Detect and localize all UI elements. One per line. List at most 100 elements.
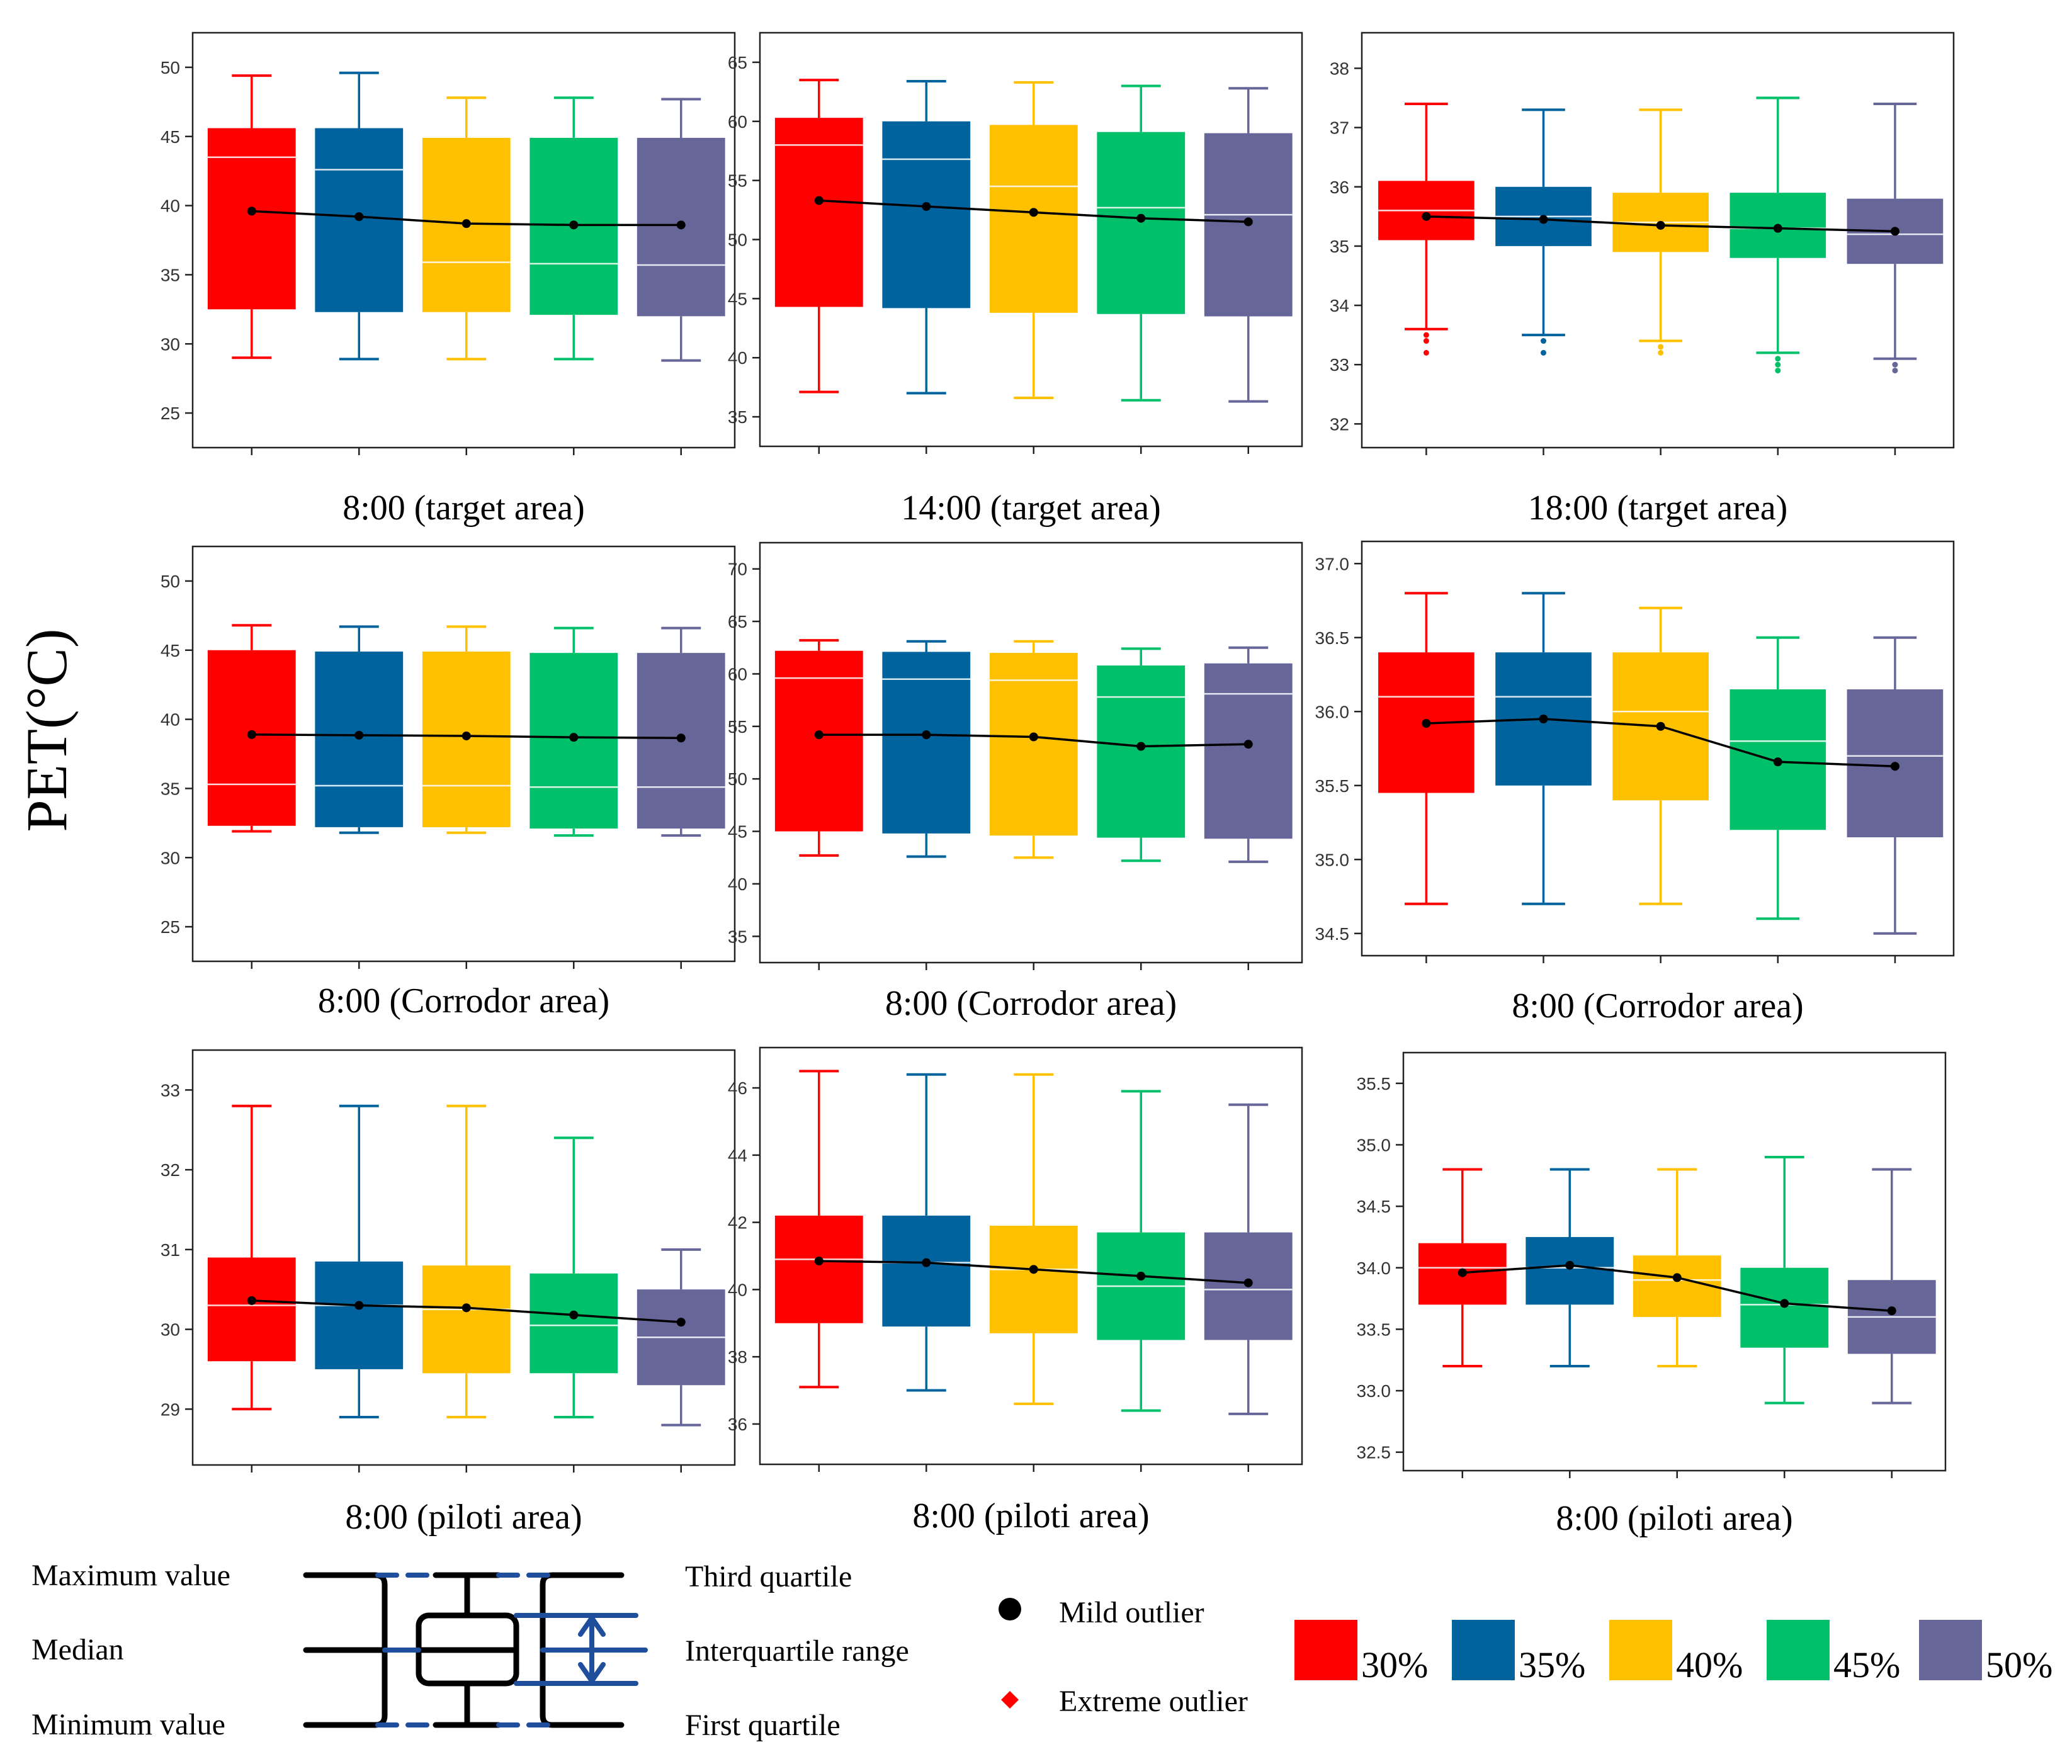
y-tick-label: 55 xyxy=(728,717,747,737)
outlier-point xyxy=(1775,361,1781,368)
y-tick-label: 35 xyxy=(728,407,747,427)
box-35pct xyxy=(315,1104,404,1418)
panel-caption: 8:00 (Corrodor area) xyxy=(318,981,609,1021)
mean-point xyxy=(1773,757,1782,767)
mean-point xyxy=(1029,1265,1038,1274)
mean-point xyxy=(1539,215,1548,224)
mean-point xyxy=(1243,217,1253,227)
y-tick-label: 34.5 xyxy=(1315,924,1350,944)
legend-label: 35% xyxy=(1519,1644,1585,1685)
y-tick-label: 40 xyxy=(728,348,747,368)
key-extreme-outlier-marker xyxy=(1001,1691,1019,1709)
y-tick-label: 33 xyxy=(1330,355,1349,375)
iqr-box xyxy=(882,652,971,834)
box-35pct xyxy=(882,640,971,858)
iqr-box xyxy=(882,1215,971,1327)
outlier-point xyxy=(1775,368,1781,374)
panel-5: 35 40 45 50 55 60 65 70 8:00 (Corrodor area) xyxy=(728,541,1303,1023)
mean-point xyxy=(569,733,579,742)
box-30pct xyxy=(1378,102,1475,356)
y-tick-label: 35 xyxy=(161,265,180,285)
y-tick-label: 36.5 xyxy=(1315,628,1350,648)
mean-point xyxy=(1243,740,1253,749)
y-tick-label: 35.5 xyxy=(1315,776,1350,796)
y-tick-label: 34.5 xyxy=(1357,1197,1391,1216)
mean-point xyxy=(676,220,686,230)
box-50pct xyxy=(637,626,725,837)
key-iqr-label: Interquartile range xyxy=(685,1634,909,1668)
box-50pct xyxy=(637,1248,725,1427)
legend-label: 30% xyxy=(1361,1644,1428,1685)
box-35pct xyxy=(882,79,971,395)
box-30pct xyxy=(774,79,863,393)
box-50pct xyxy=(1204,646,1293,863)
iqr-box xyxy=(989,1225,1078,1333)
outlier-point xyxy=(1892,361,1898,368)
key-third-quartile-label: Third quartile xyxy=(685,1560,852,1593)
box-30pct xyxy=(774,1070,863,1389)
mean-point xyxy=(247,730,256,739)
key-minimum-label: Minimum value xyxy=(31,1708,225,1741)
y-tick-label: 25 xyxy=(161,917,180,937)
mean-point xyxy=(1029,732,1038,742)
iqr-box xyxy=(529,1273,618,1374)
iqr-box xyxy=(1204,663,1293,839)
box-45pct xyxy=(1097,84,1186,402)
panel-caption: 8:00 (Corrodor area) xyxy=(885,984,1177,1023)
mean-point xyxy=(1422,719,1431,728)
mean-point xyxy=(461,731,471,740)
mean-point xyxy=(1243,1278,1253,1287)
mean-point xyxy=(1773,223,1782,233)
mean-point xyxy=(1887,1306,1896,1316)
mean-point xyxy=(1458,1268,1467,1277)
mean-point xyxy=(1136,1272,1146,1281)
y-tick-label: 33.0 xyxy=(1357,1381,1391,1401)
y-tick-label: 44 xyxy=(728,1146,747,1165)
panel-caption: 8:00 (piloti area) xyxy=(912,1496,1149,1535)
y-tick-label: 70 xyxy=(728,560,747,579)
y-tick-label: 35.5 xyxy=(1357,1074,1391,1094)
legend-label: 45% xyxy=(1833,1644,1900,1685)
y-tick-label: 32 xyxy=(1330,414,1349,434)
legend-item-45pct: 45% xyxy=(1767,1620,1900,1685)
box-30pct xyxy=(207,1104,296,1411)
box-50pct xyxy=(1847,1168,1936,1405)
iqr-box xyxy=(315,1261,404,1369)
mean-point xyxy=(1656,721,1665,731)
panel-6: 34.5 35.0 35.5 36.0 36.5 37.0 8:00 (Corrodor a… xyxy=(1315,540,1955,1026)
y-tick-label: 45 xyxy=(161,641,180,660)
panel-caption: 8:00 (Corrodor area) xyxy=(1512,987,1803,1026)
box-40pct xyxy=(989,81,1078,400)
mean-point xyxy=(1565,1260,1575,1270)
panel-3: 32 33 34 35 36 37 38 18:00 (target area) xyxy=(1330,31,1955,528)
mean-point xyxy=(461,1303,471,1313)
y-tick-label: 31 xyxy=(161,1240,180,1260)
mean-point xyxy=(1890,762,1899,771)
y-tick-label: 40 xyxy=(161,710,180,730)
y-tick-label: 35 xyxy=(1330,237,1349,256)
mean-point xyxy=(1029,208,1038,217)
panel-1: 25 30 35 40 45 50 8:00 (target area) xyxy=(161,31,736,528)
key-iqr-arrowheads xyxy=(578,1615,606,1683)
key-mild-outlier-label: Mild outlier xyxy=(1059,1596,1204,1629)
y-tick-label: 46 xyxy=(728,1078,747,1098)
y-tick-label: 32.5 xyxy=(1357,1443,1391,1462)
y-tick-label: 37 xyxy=(1330,118,1349,138)
iqr-box xyxy=(989,653,1078,836)
legend-item-30pct: 30% xyxy=(1294,1620,1428,1685)
mean-point xyxy=(1890,227,1899,236)
y-axis-label: PET(°C) xyxy=(14,629,79,832)
legend-item-40pct: 40% xyxy=(1609,1620,1743,1685)
outlier-point xyxy=(1423,338,1429,344)
panel-4: 25 30 35 40 45 50 8:00 (Corrodor area) xyxy=(161,545,736,1021)
chart-panels: 25 30 35 40 45 50 8:00 (target area) 35 40 45 50 55… xyxy=(161,31,1955,1538)
panel-caption: 8:00 (piloti area) xyxy=(1556,1499,1792,1538)
legend-label: 40% xyxy=(1676,1644,1743,1685)
key-maximum-label: Maximum value xyxy=(31,1559,230,1592)
legend-label: 50% xyxy=(1986,1644,2052,1685)
mean-point xyxy=(922,730,931,740)
y-tick-label: 60 xyxy=(728,664,747,684)
panel-caption: 18:00 (target area) xyxy=(1528,489,1788,528)
mean-point xyxy=(814,1257,824,1266)
